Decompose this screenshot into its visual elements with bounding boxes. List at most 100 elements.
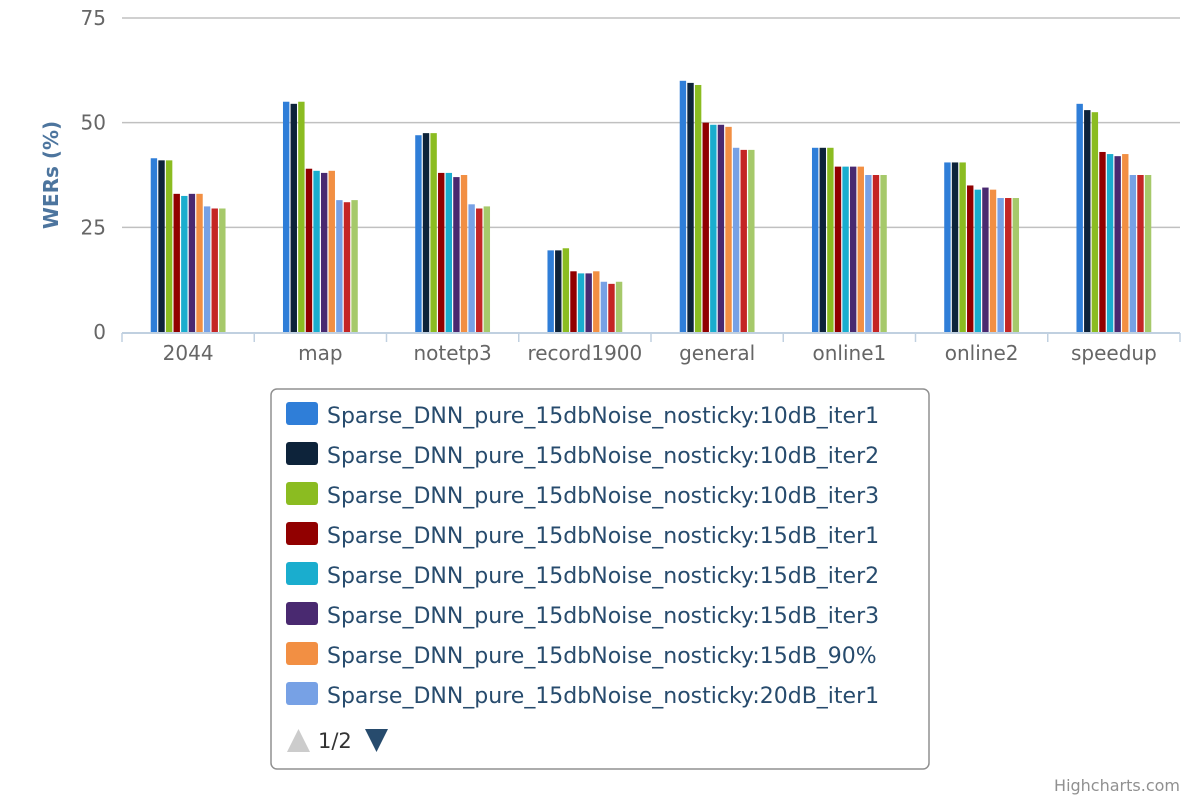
bar[interactable] <box>872 175 880 332</box>
bar[interactable] <box>203 206 211 332</box>
bar[interactable] <box>694 84 702 332</box>
bar[interactable] <box>702 122 709 333</box>
bar[interactable] <box>476 208 483 332</box>
bar[interactable] <box>555 250 562 332</box>
bar[interactable] <box>982 187 989 332</box>
bar[interactable] <box>615 281 623 332</box>
legend-item-label[interactable]: Sparse_DNN_pure_15dbNoise_nosticky:15dB_… <box>327 524 879 549</box>
bar[interactable] <box>811 147 819 332</box>
bar[interactable] <box>165 160 173 332</box>
bar[interactable] <box>585 273 592 332</box>
bar[interactable] <box>1005 198 1012 332</box>
bar[interactable] <box>188 193 196 332</box>
bar[interactable] <box>834 166 842 332</box>
bar[interactable] <box>343 202 351 332</box>
triangle-up-icon[interactable] <box>287 729 310 752</box>
bar[interactable] <box>967 185 974 332</box>
bar[interactable] <box>483 206 491 332</box>
bar[interactable] <box>290 103 297 333</box>
bar[interactable] <box>430 133 437 332</box>
bar[interactable] <box>849 166 857 332</box>
bar[interactable] <box>577 273 585 332</box>
bar[interactable] <box>740 149 747 332</box>
bar[interactable] <box>445 172 453 332</box>
bar[interactable] <box>997 198 1004 332</box>
credits-link[interactable]: Highcharts.com <box>1054 776 1180 795</box>
bar[interactable] <box>1099 151 1106 332</box>
bar[interactable] <box>717 124 725 332</box>
bar[interactable] <box>1122 154 1129 332</box>
legend-item-label[interactable]: Sparse_DNN_pure_15dbNoise_nosticky:15dB_… <box>327 564 879 589</box>
legend-item-label[interactable]: Sparse_DNN_pure_15dbNoise_nosticky:20dB_… <box>327 684 879 709</box>
bar[interactable] <box>1012 198 1020 332</box>
bar[interactable] <box>313 170 320 332</box>
bar[interactable] <box>1137 175 1144 332</box>
bar[interactable] <box>438 172 445 332</box>
legend-swatch[interactable] <box>286 682 318 705</box>
legend-item-label[interactable]: Sparse_DNN_pure_15dbNoise_nosticky:10dB_… <box>327 404 879 429</box>
bar[interactable] <box>865 175 872 332</box>
bar[interactable] <box>687 82 694 332</box>
legend-item-label[interactable]: Sparse_DNN_pure_15dbNoise_nosticky:10dB_… <box>327 444 879 469</box>
bar[interactable] <box>593 271 600 332</box>
bar[interactable] <box>1129 175 1137 332</box>
legend-swatch[interactable] <box>286 562 318 585</box>
bar[interactable] <box>468 204 475 332</box>
legend-swatch[interactable] <box>286 642 318 665</box>
legend-swatch[interactable] <box>286 522 318 545</box>
bar[interactable] <box>150 158 158 332</box>
bar[interactable] <box>196 193 203 332</box>
bar[interactable] <box>959 162 966 332</box>
bar[interactable] <box>158 160 165 332</box>
bar[interactable] <box>298 101 305 332</box>
bar[interactable] <box>305 168 313 332</box>
bar[interactable] <box>320 172 328 332</box>
bar[interactable] <box>732 147 740 332</box>
bar[interactable] <box>282 101 290 332</box>
bar[interactable] <box>944 162 951 332</box>
triangle-down-icon[interactable] <box>365 729 388 752</box>
bar[interactable] <box>600 281 608 332</box>
bar[interactable] <box>1114 156 1121 332</box>
bar[interactable] <box>608 283 615 332</box>
bar[interactable] <box>422 133 430 332</box>
bar[interactable] <box>453 177 460 332</box>
bar[interactable] <box>880 175 887 332</box>
bar[interactable] <box>857 166 864 332</box>
bar[interactable] <box>1106 154 1114 332</box>
bar[interactable] <box>974 189 982 332</box>
bar[interactable] <box>819 147 826 332</box>
bar[interactable] <box>460 175 468 332</box>
bar[interactable] <box>679 80 687 332</box>
bar[interactable] <box>415 135 422 332</box>
legend-swatch[interactable] <box>286 402 318 425</box>
bar[interactable] <box>173 193 180 332</box>
bar[interactable] <box>547 250 554 332</box>
bar[interactable] <box>827 147 834 332</box>
legend-swatch[interactable] <box>286 482 318 505</box>
legend-swatch[interactable] <box>286 602 318 625</box>
bar[interactable] <box>562 248 570 332</box>
bar[interactable] <box>1076 103 1083 333</box>
bar[interactable] <box>211 208 218 332</box>
bar[interactable] <box>748 149 755 332</box>
bar[interactable] <box>725 126 732 332</box>
legend-item-label[interactable]: Sparse_DNN_pure_15dbNoise_nosticky:15dB_… <box>327 604 879 629</box>
bar[interactable] <box>181 195 188 332</box>
bar[interactable] <box>570 271 577 332</box>
bar[interactable] <box>951 162 959 332</box>
bar[interactable] <box>351 200 358 332</box>
bar[interactable] <box>1084 110 1091 333</box>
legend-item-label[interactable]: Sparse_DNN_pure_15dbNoise_nosticky:10dB_… <box>327 484 879 509</box>
bar[interactable] <box>219 208 226 332</box>
bar[interactable] <box>710 124 717 332</box>
bar[interactable] <box>328 170 335 332</box>
bar[interactable] <box>989 189 997 332</box>
legend-swatch[interactable] <box>286 442 318 465</box>
legend-item-label[interactable]: Sparse_DNN_pure_15dbNoise_nosticky:15dB_… <box>327 644 877 669</box>
bar[interactable] <box>842 166 849 332</box>
bar[interactable] <box>1091 112 1099 332</box>
bar[interactable] <box>1144 175 1152 332</box>
bar[interactable] <box>336 200 343 332</box>
